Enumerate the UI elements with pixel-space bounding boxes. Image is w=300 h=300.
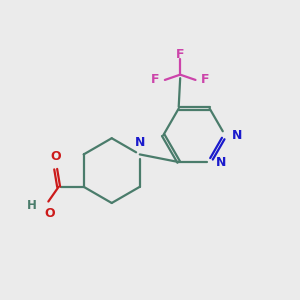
Text: H: H <box>27 199 37 212</box>
Text: N: N <box>135 136 145 148</box>
Text: F: F <box>176 47 184 61</box>
Text: F: F <box>201 74 209 86</box>
Text: F: F <box>151 74 160 86</box>
Text: O: O <box>44 207 55 220</box>
Text: N: N <box>232 129 242 142</box>
Text: N: N <box>216 156 226 169</box>
Text: O: O <box>50 150 61 163</box>
